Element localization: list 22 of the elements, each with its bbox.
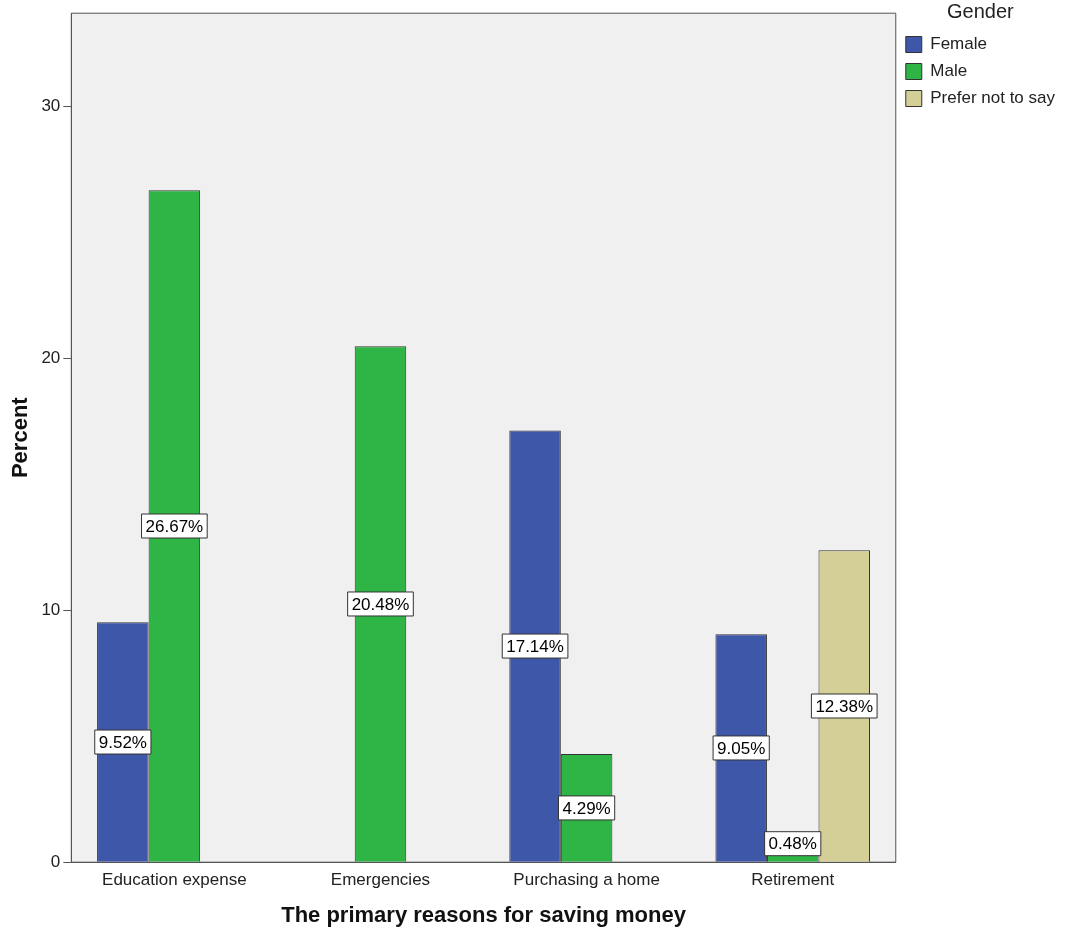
data-label: 9.52% bbox=[98, 732, 147, 752]
data-label: 9.05% bbox=[717, 738, 766, 758]
y-axis-title: Percent bbox=[7, 396, 33, 479]
data-label: 0.48% bbox=[768, 834, 817, 854]
x-tick-label: Purchasing a home bbox=[513, 870, 660, 890]
data-label: 20.48% bbox=[351, 594, 410, 614]
legend-title: Gender bbox=[947, 0, 1015, 22]
x-axis-title: The primary reasons for saving money bbox=[281, 901, 687, 927]
legend-label: Male bbox=[930, 61, 968, 81]
x-tick-label: Retirement bbox=[751, 870, 835, 890]
y-tick-label: 30 bbox=[41, 96, 61, 116]
data-label: 26.67% bbox=[145, 516, 204, 536]
data-label: 12.38% bbox=[815, 696, 874, 716]
data-label: 17.14% bbox=[506, 636, 564, 656]
x-tick-label: Emergencies bbox=[330, 870, 431, 890]
x-tick-label: Education expense bbox=[102, 870, 247, 890]
y-tick-label: 20 bbox=[41, 348, 61, 368]
data-label: 4.29% bbox=[562, 798, 611, 818]
legend-label: Prefer not to say bbox=[930, 88, 1056, 108]
y-tick-label: 0 bbox=[50, 851, 61, 871]
legend-label: Female bbox=[930, 34, 987, 54]
y-tick-label: 10 bbox=[41, 599, 61, 619]
